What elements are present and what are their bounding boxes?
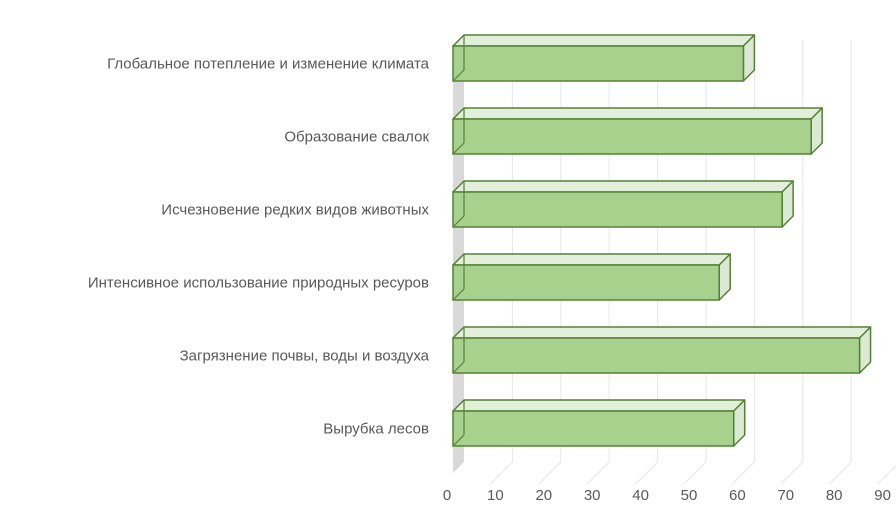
x-tick-label: 90 — [874, 487, 891, 504]
bar-start-edge — [452, 142, 465, 155]
category-label: Интенсивное использование природных ресу… — [88, 275, 429, 292]
x-tick-label: 80 — [826, 487, 843, 504]
floor-gridline — [732, 461, 755, 485]
bar-top-face — [452, 180, 794, 193]
x-tick-label: 70 — [777, 487, 794, 504]
floor-gridline — [877, 464, 896, 485]
category-label: Загрязнение почвы, воды и воздуха — [180, 348, 430, 365]
category-label: Исчезновение редких видов животных — [161, 202, 429, 219]
floor-gridline — [490, 461, 513, 485]
x-tick-label: 0 — [443, 487, 451, 504]
x-tick-label: 50 — [681, 487, 698, 504]
bar — [452, 410, 735, 447]
bar-top-face — [452, 399, 746, 412]
bar-start-edge — [452, 434, 465, 447]
x-tick-label: 30 — [584, 487, 601, 504]
bar — [452, 45, 745, 82]
bar-start-edge — [452, 69, 465, 82]
bar-top-face — [452, 326, 872, 339]
bar-top-face — [452, 34, 756, 47]
bar — [452, 264, 720, 301]
bar-start-edge — [452, 288, 465, 301]
category-label: Образование свалок — [284, 129, 429, 146]
bar-start-edge — [452, 361, 465, 374]
bar-top-face — [452, 107, 823, 120]
floor-gridline — [683, 461, 707, 485]
x-tick-label: 20 — [535, 487, 552, 504]
bar — [452, 337, 861, 374]
category-label: Глобальное потепление и изменение климат… — [107, 56, 430, 73]
x-tick-label: 60 — [729, 487, 746, 504]
bar-start-edge — [452, 215, 465, 228]
floor-gridline — [538, 461, 562, 485]
floor-gridline — [635, 461, 658, 485]
x-tick-label: 40 — [632, 487, 649, 504]
floor-gridline — [780, 461, 804, 485]
category-label: Вырубка лесов — [323, 421, 429, 438]
bar — [452, 191, 783, 228]
bar — [452, 118, 812, 155]
floor-gridline — [586, 461, 610, 485]
bar-top-face — [452, 253, 731, 266]
floor-gridline — [828, 461, 852, 485]
x-tick-label: 10 — [487, 487, 504, 504]
